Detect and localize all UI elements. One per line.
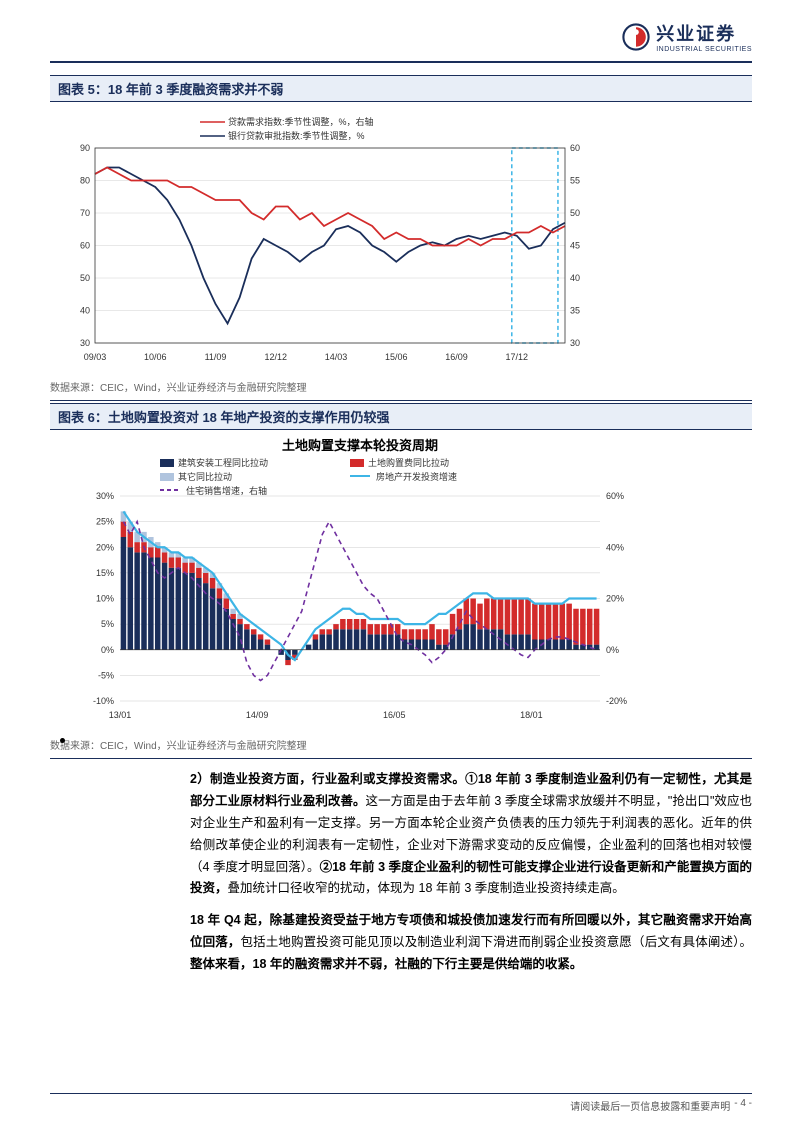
svg-text:10/06: 10/06 <box>144 352 167 362</box>
company-logo-icon <box>622 23 650 51</box>
svg-text:30%: 30% <box>96 491 114 501</box>
logo: 兴业证券 INDUSTRIAL SECURITIES <box>622 20 752 53</box>
svg-text:40: 40 <box>80 306 90 316</box>
page-footer: 请阅读最后一页信息披露和重要声明 - 4 - <box>50 1093 752 1113</box>
svg-text:60: 60 <box>80 241 90 251</box>
chart6-title: 图表 6：土地购置投资对 18 年地产投资的支撑作用仍较强 <box>50 403 752 430</box>
svg-text:其它同比拉动: 其它同比拉动 <box>178 471 232 482</box>
svg-text:5%: 5% <box>101 619 114 629</box>
svg-text:银行贷款审批指数:季节性调整，%: 银行贷款审批指数:季节性调整，% <box>228 130 365 141</box>
chart6-container: 土地购置支撑本轮投资周期建筑安装工程同比拉动 土地购置费同比拉动其它同比拉动 房地产… <box>50 436 752 731</box>
svg-text:16/09: 16/09 <box>445 352 468 362</box>
svg-text:30: 30 <box>80 338 90 348</box>
svg-text:贷款需求指数:季节性调整，%，右轴: 贷款需求指数:季节性调整，%，右轴 <box>228 116 374 127</box>
chart6-svg: 土地购置支撑本轮投资周期建筑安装工程同比拉动 土地购置费同比拉动其它同比拉动 房地产… <box>70 436 650 726</box>
svg-text:80: 80 <box>80 176 90 186</box>
svg-text:12/12: 12/12 <box>265 352 288 362</box>
svg-text:20%: 20% <box>96 542 114 552</box>
svg-text:-10%: -10% <box>93 696 114 706</box>
chart6-source: 数据来源：CEIC，Wind，兴业证券经济与金融研究院整理 <box>50 735 752 759</box>
svg-text:16/05: 16/05 <box>383 710 406 720</box>
footer-page: - 4 - <box>734 1098 752 1113</box>
svg-text:45: 45 <box>570 241 580 251</box>
svg-text:14/03: 14/03 <box>325 352 348 362</box>
svg-text:15%: 15% <box>96 568 114 578</box>
svg-text:35: 35 <box>570 306 580 316</box>
svg-text:50: 50 <box>80 273 90 283</box>
paragraph-1: 2）制造业投资方面，行业盈利或支撑投资需求。①18 年前 3 季度制造业盈利仍有… <box>190 769 752 900</box>
p2-bold2: 整体来看，18 年的融资需求并不弱，社融的下行主要是供给端的收紧。 <box>190 957 582 971</box>
svg-text:-20%: -20% <box>606 696 627 706</box>
svg-text:17/12: 17/12 <box>506 352 529 362</box>
svg-text:-5%: -5% <box>98 670 114 680</box>
footer-text: 请阅读最后一页信息披露和重要声明 <box>570 1098 730 1113</box>
svg-text:14/09: 14/09 <box>246 710 269 720</box>
svg-text:房地产开发投资增速: 房地产开发投资增速 <box>376 471 457 482</box>
svg-text:60%: 60% <box>606 491 624 501</box>
chart5-container: 贷款需求指数:季节性调整，%，右轴银行贷款审批指数:季节性调整，% 30 40 50 6… <box>50 108 752 373</box>
svg-text:18/01: 18/01 <box>520 710 543 720</box>
chart5-title: 图表 5：18 年前 3 季度融资需求并不弱 <box>50 75 752 102</box>
svg-text:90: 90 <box>80 143 90 153</box>
svg-text:30: 30 <box>570 338 580 348</box>
svg-text:25%: 25% <box>96 517 114 527</box>
svg-text:15/06: 15/06 <box>385 352 408 362</box>
p2-rest: 包括土地购置投资可能见顶以及制造业利润下滑进而削弱企业投资意愿（后文有具体阐述）… <box>241 935 752 949</box>
svg-text:土地购置费同比拉动: 土地购置费同比拉动 <box>368 457 449 468</box>
logo-text-cn: 兴业证券 <box>656 20 752 46</box>
svg-text:0%: 0% <box>101 645 114 655</box>
svg-text:40: 40 <box>570 273 580 283</box>
body-text: 2）制造业投资方面，行业盈利或支撑投资需求。①18 年前 3 季度制造业盈利仍有… <box>190 769 752 976</box>
bullet-marker <box>60 738 65 743</box>
svg-text:20%: 20% <box>606 594 624 604</box>
svg-text:建筑安装工程同比拉动: 建筑安装工程同比拉动 <box>178 457 268 468</box>
svg-text:60: 60 <box>570 143 580 153</box>
svg-text:0%: 0% <box>606 645 619 655</box>
svg-text:土地购置支撑本轮投资周期: 土地购置支撑本轮投资周期 <box>282 438 438 453</box>
svg-text:09/03: 09/03 <box>84 352 107 362</box>
svg-text:50: 50 <box>570 208 580 218</box>
svg-text:10%: 10% <box>96 594 114 604</box>
p1-rest2: 叠加统计口径收窄的扰动，体现为 18 年前 3 季度制造业投资持续走高。 <box>228 881 625 895</box>
page-header: 兴业证券 INDUSTRIAL SECURITIES <box>50 20 752 63</box>
svg-text:55: 55 <box>570 176 580 186</box>
svg-text:11/09: 11/09 <box>205 352 227 362</box>
logo-text-en: INDUSTRIAL SECURITIES <box>656 46 752 53</box>
svg-text:住宅销售增速，右轴: 住宅销售增速，右轴 <box>186 485 267 496</box>
chart5-source: 数据来源：CEIC，Wind，兴业证券经济与金融研究院整理 <box>50 377 752 401</box>
svg-text:13/01: 13/01 <box>109 710 132 720</box>
chart5-svg: 贷款需求指数:季节性调整，%，右轴银行贷款审批指数:季节性调整，% 30 40 50 6… <box>50 108 610 368</box>
svg-text:70: 70 <box>80 208 90 218</box>
svg-text:40%: 40% <box>606 542 624 552</box>
paragraph-2: 18 年 Q4 起，除基建投资受益于地方专项债和城投债加速发行而有所回暖以外，其… <box>190 910 752 976</box>
